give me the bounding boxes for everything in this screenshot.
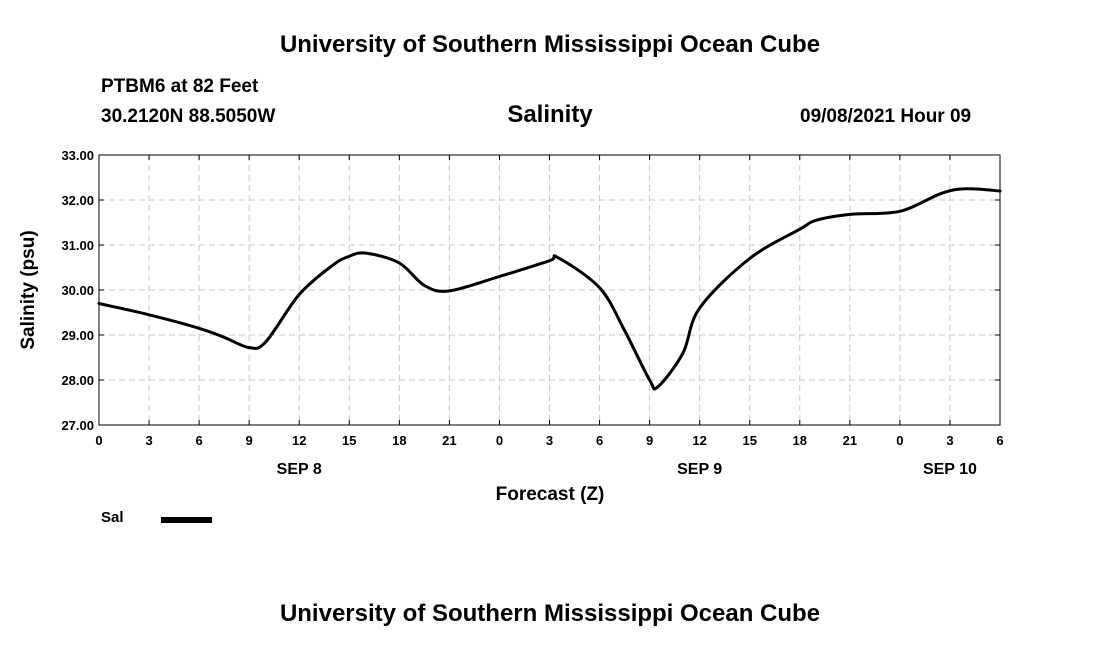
station-coordinates: 30.2120N 88.5050W	[101, 106, 276, 127]
x-tick-label: 12	[292, 433, 306, 448]
x-tick-label: 6	[195, 433, 202, 448]
x-axis-title: Forecast (Z)	[496, 484, 605, 505]
station-label: PTBM6 at 82 Feet	[101, 76, 259, 97]
x-tick-label: 6	[596, 433, 603, 448]
day-label: SEP 9	[677, 461, 722, 478]
x-tick-label: 15	[342, 433, 356, 448]
y-tick-label: 27.00	[61, 418, 94, 433]
chart-subtitle: Salinity	[507, 101, 593, 128]
y-axis-title: Salinity (psu)	[18, 230, 39, 349]
x-tick-label: 0	[95, 433, 102, 448]
plot-frame	[98, 154, 1001, 426]
legend-label: Sal	[101, 509, 124, 526]
x-tick-label: 0	[896, 433, 903, 448]
y-tick-label: 28.00	[61, 373, 94, 388]
x-tick-label: 9	[646, 433, 653, 448]
x-tick-label: 12	[692, 433, 706, 448]
legend-line-swatch	[161, 517, 212, 523]
y-tick-label: 32.00	[61, 193, 94, 208]
y-tick-label: 31.00	[61, 238, 94, 253]
x-tick-label: 18	[392, 433, 406, 448]
x-tick-label: 3	[145, 433, 152, 448]
x-tick-label: 18	[793, 433, 807, 448]
top-title: University of Southern Mississippi Ocean…	[279, 31, 821, 58]
axis-labels: 0 3 6 9 12 15 18 21 0 3 6 9 12 15 18 21 0 3 6 27.00 28.00 29.…	[61, 148, 1003, 478]
x-tick-label: 21	[843, 433, 857, 448]
grid	[99, 155, 1000, 425]
x-tick-label: 3	[546, 433, 553, 448]
x-tick-label: 0	[496, 433, 503, 448]
x-tick-label: 21	[442, 433, 456, 448]
x-tick-label: 9	[246, 433, 253, 448]
y-tick-label: 29.00	[61, 328, 94, 343]
x-tick-label: 3	[946, 433, 953, 448]
y-tick-label: 33.00	[61, 148, 94, 163]
series-layer	[97, 187, 1002, 391]
day-label: SEP 10	[923, 461, 977, 478]
x-tick-label: 6	[996, 433, 1003, 448]
y-tick-label: 30.00	[61, 283, 94, 298]
x-tick-label: 15	[742, 433, 756, 448]
forecast-datetime: 09/08/2021 Hour 09	[800, 106, 972, 127]
day-label: SEP 8	[277, 461, 322, 478]
series-line-sal	[97, 187, 1002, 391]
bottom-title: University of Southern Mississippi Ocean…	[279, 600, 821, 627]
